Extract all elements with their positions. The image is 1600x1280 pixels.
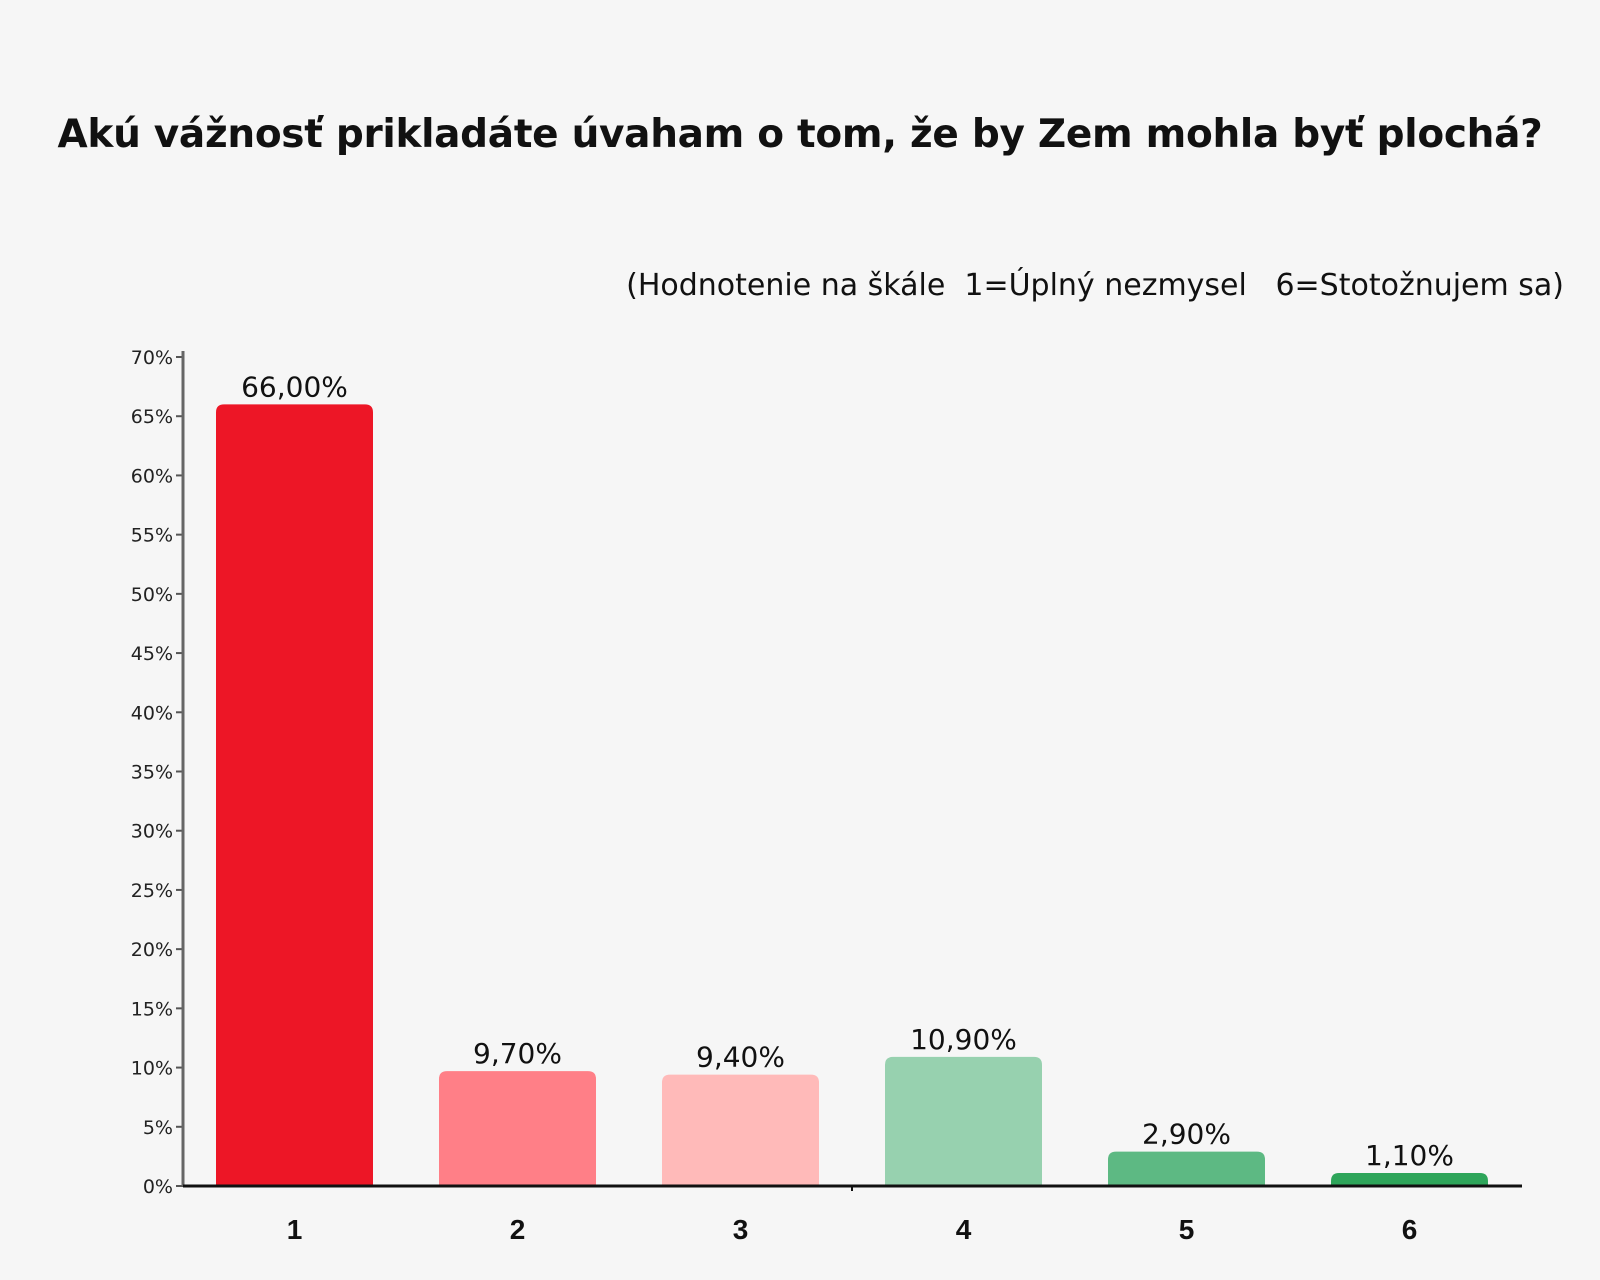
y-tick-label: 40% xyxy=(131,702,173,724)
y-tick-label: 45% xyxy=(131,643,173,665)
chart-subtitle: (Hodnotenie na škále 1=Úplný nezmysel 6=… xyxy=(626,268,1564,303)
y-tick-label: 35% xyxy=(131,762,173,784)
y-tick-label: 65% xyxy=(131,406,173,428)
data-label-2: 9,70% xyxy=(473,1037,562,1070)
data-label-3: 9,40% xyxy=(696,1041,785,1074)
y-tick-label: 15% xyxy=(131,998,173,1020)
bar-5 xyxy=(1108,1151,1265,1186)
y-tick-label: 60% xyxy=(131,465,173,487)
bar-3 xyxy=(662,1074,819,1186)
bar-4 xyxy=(885,1056,1042,1186)
y-tick-label: 55% xyxy=(131,525,173,547)
bar-2 xyxy=(439,1071,596,1186)
y-tick-label: 70% xyxy=(131,347,173,369)
bar-6 xyxy=(1331,1172,1488,1186)
y-tick-label: 5% xyxy=(143,1117,173,1139)
data-label-4: 10,90% xyxy=(910,1023,1017,1056)
chart-title: Akú vážnosť prikladáte úvaham o tom, že … xyxy=(57,112,1543,157)
x-tick-label-5: 5 xyxy=(1179,1214,1195,1245)
data-label-6: 1,10% xyxy=(1365,1139,1454,1172)
data-label-1: 66,00% xyxy=(241,370,348,403)
data-label-5: 2,90% xyxy=(1142,1118,1231,1151)
x-tick-label-1: 1 xyxy=(287,1214,303,1245)
y-tick-label: 25% xyxy=(131,880,173,902)
x-tick-label-4: 4 xyxy=(956,1214,972,1245)
x-tick-label-2: 2 xyxy=(510,1214,526,1245)
y-tick-label: 0% xyxy=(143,1176,173,1198)
x-tick-label-6: 6 xyxy=(1402,1214,1418,1245)
x-tick-label-3: 3 xyxy=(733,1214,749,1245)
y-tick-label: 30% xyxy=(131,821,173,843)
bar-1 xyxy=(216,404,373,1186)
y-tick-label: 50% xyxy=(131,584,173,606)
y-tick-label: 20% xyxy=(131,939,173,961)
y-tick-label: 10% xyxy=(131,1058,173,1080)
